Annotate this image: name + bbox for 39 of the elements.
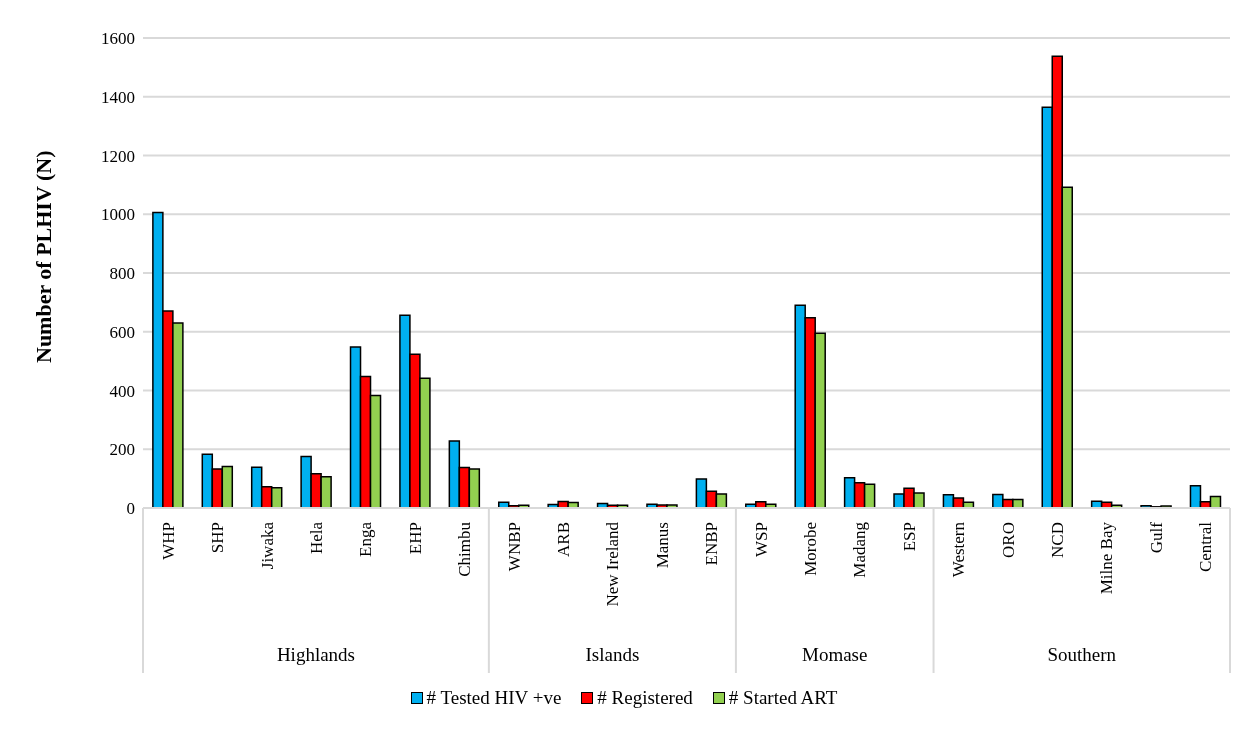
x-tick-label: Central	[1196, 521, 1216, 573]
y-tick-label: 1600	[101, 29, 135, 49]
x-tick-label: NCD	[1048, 522, 1068, 558]
x-tick-label: ARB	[553, 522, 573, 557]
text: Islands	[585, 644, 640, 665]
x-tick-label: Milne Bay	[1097, 521, 1117, 595]
x-tick-label: Morobe	[801, 522, 821, 576]
x-tick-label: EHP	[405, 522, 425, 555]
x-tick-label: ENBP	[702, 522, 722, 566]
y-tick-label: 400	[109, 381, 135, 401]
x-tick-label: WSP	[751, 522, 771, 557]
legend-label: # Tested HIV +ve	[426, 687, 562, 709]
y-axis-title: Number of PLHIV (N)	[30, 150, 56, 363]
y-tick-label: 200	[109, 440, 135, 460]
text: Highlands	[276, 644, 355, 665]
x-tick-label: ORO	[998, 522, 1018, 558]
x-tick-label: Western	[949, 521, 969, 578]
x-tick-label: Chimbu	[455, 521, 475, 577]
x-tick-label: Enga	[356, 521, 376, 557]
x-tick-label: SHP	[208, 522, 228, 554]
x-tick-label: ESP	[899, 522, 919, 552]
x-tick-label: New Ireland	[603, 521, 623, 607]
x-tick-label: Hela	[306, 521, 326, 555]
x-tick-label: Madang	[850, 521, 870, 578]
legend-label: # Started ART	[728, 687, 838, 709]
text: Southern	[1047, 644, 1117, 665]
x-tick-label: Gulf	[1146, 521, 1166, 554]
legend-label: # Registered	[597, 687, 693, 709]
text: Momase	[802, 644, 868, 665]
x-tick-label: WNBP	[504, 522, 524, 572]
y-tick-label: 1000	[101, 205, 135, 225]
x-tick-label: WHP	[158, 522, 178, 560]
y-tick-label: 1400	[101, 87, 135, 107]
y-tick-label: 0	[126, 499, 135, 519]
x-tick-label: Manus	[652, 522, 672, 569]
y-tick-label: 1200	[101, 146, 135, 166]
y-tick-label: 600	[109, 322, 135, 342]
x-tick-label: Jiwaka	[257, 521, 277, 570]
y-tick-label: 800	[109, 264, 135, 284]
